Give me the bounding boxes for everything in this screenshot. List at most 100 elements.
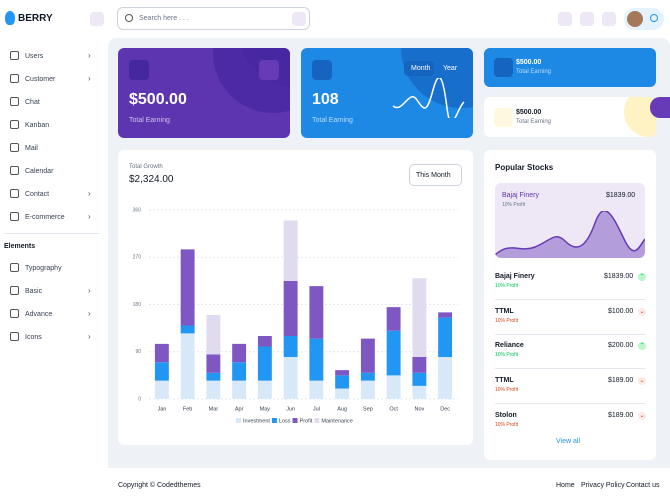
bar xyxy=(206,354,221,373)
stock-row: Stolon $189.00 ⌄ 10% Profit xyxy=(495,412,646,428)
bar xyxy=(386,330,401,376)
legend-label: Profit xyxy=(300,418,313,424)
legend-swatch xyxy=(236,418,241,423)
x-tick-label: Jun xyxy=(286,406,295,412)
period-select[interactable]: This Month xyxy=(409,164,462,186)
notification-button[interactable] xyxy=(602,12,616,26)
bar xyxy=(335,388,350,399)
nav-item[interactable]: Advance xyxy=(25,311,53,318)
settings-button[interactable] xyxy=(650,97,670,118)
nav-item[interactable]: Icons xyxy=(25,334,42,341)
stocks-title: Popular Stocks xyxy=(495,163,554,172)
chart-card: Total Growth $2,324.00 This Month 0 90 180… xyxy=(118,150,473,445)
legend-swatch xyxy=(314,418,320,423)
nav-item[interactable]: E-commerce xyxy=(25,214,65,221)
card-label: Total Earning xyxy=(129,117,170,124)
chart-subtitle: $2,324.00 xyxy=(129,174,174,185)
bar xyxy=(309,286,324,339)
y-tick-label: 270 xyxy=(133,255,142,261)
x-tick-label: Sep xyxy=(363,406,373,412)
stock-note: 10% Profit xyxy=(495,422,519,428)
bar xyxy=(232,343,247,363)
bar xyxy=(335,375,350,389)
legend-label: Loss xyxy=(279,418,291,424)
bar xyxy=(283,336,298,357)
legend-swatch xyxy=(292,418,298,423)
nav-section: Elements xyxy=(4,243,36,250)
menu-button[interactable] xyxy=(90,12,104,26)
search-placeholder: Search here . . . xyxy=(139,15,189,22)
x-tick-label: Aug xyxy=(337,406,347,412)
bar xyxy=(309,380,324,399)
stocks-card: Popular Stocks Bajaj Finery $1839.00 10%… xyxy=(484,150,656,460)
stock-value: $100.00 xyxy=(608,308,634,315)
stock-name: TTML xyxy=(495,308,514,315)
y-tick-label: 180 xyxy=(133,302,142,308)
bar xyxy=(412,372,427,386)
bar xyxy=(206,315,221,355)
nav-item[interactable]: Typography xyxy=(25,265,62,272)
nav-item[interactable]: Calendar xyxy=(25,168,54,175)
search-box[interactable]: Search here . . . xyxy=(117,7,310,30)
bar xyxy=(412,278,427,357)
footer-link[interactable]: Contact us xyxy=(626,482,660,489)
bar xyxy=(180,249,195,326)
x-tick-label: Dec xyxy=(440,406,450,412)
bar xyxy=(438,357,453,399)
toggle[interactable]: Month xyxy=(411,65,431,72)
nav-item[interactable]: Kanban xyxy=(25,122,50,129)
bar xyxy=(283,280,298,336)
small-card: $500.00 Total Earning xyxy=(484,48,656,87)
icon-button[interactable] xyxy=(580,12,594,26)
bar xyxy=(335,370,350,376)
nav-item[interactable]: Mail xyxy=(25,145,38,152)
footer-link[interactable]: Privacy Policy xyxy=(581,482,625,489)
bar xyxy=(154,380,169,399)
featured-stock: Bajaj Finery $1839.00 10% Profit xyxy=(495,183,645,258)
nav-item[interactable]: Chat xyxy=(25,99,40,106)
icon-button[interactable] xyxy=(558,12,572,26)
toggle[interactable]: Year xyxy=(443,65,458,72)
view-all-link[interactable]: View all xyxy=(556,438,580,445)
bar xyxy=(257,336,272,347)
order-card: Month Year 108 Total Earning xyxy=(301,48,473,138)
stock-note: 10% Profit xyxy=(495,318,519,324)
bar xyxy=(180,333,195,399)
bar xyxy=(232,380,247,399)
nav-item[interactable]: Basic xyxy=(25,288,43,295)
period-label: This Month xyxy=(416,172,451,179)
bar xyxy=(232,362,247,381)
card-label: Total Earning xyxy=(516,119,552,125)
card-label: Total Earning xyxy=(312,117,353,124)
brand: BERRY xyxy=(18,13,53,24)
bar xyxy=(386,375,401,399)
x-tick-label: Jul xyxy=(313,406,320,412)
bar xyxy=(180,325,195,334)
bar xyxy=(412,357,427,373)
nav-item[interactable]: Customer xyxy=(25,76,56,83)
card-value: $500.00 xyxy=(516,109,542,116)
bar xyxy=(257,380,272,399)
bar xyxy=(283,357,298,399)
bar xyxy=(206,372,221,381)
x-tick-label: Oct xyxy=(389,406,398,412)
bar xyxy=(438,312,453,318)
legend-label: Investment xyxy=(243,418,270,424)
legend-label: Maintenance xyxy=(321,418,353,424)
x-tick-label: Nov xyxy=(414,406,424,412)
stock-note: 10% Profit xyxy=(495,352,519,358)
profile-button[interactable] xyxy=(624,8,664,30)
bar xyxy=(257,346,272,381)
bar xyxy=(154,343,169,363)
x-tick-label: Mar xyxy=(209,406,219,412)
nav-item[interactable]: Contact xyxy=(25,191,50,198)
bar xyxy=(154,362,169,381)
bar xyxy=(206,380,221,399)
bar xyxy=(283,220,298,281)
chart-title: Total Growth xyxy=(129,164,163,170)
nav-item[interactable]: Users xyxy=(25,53,44,60)
x-tick-label: Jan xyxy=(157,406,166,412)
footer-link[interactable]: Home xyxy=(556,482,575,489)
stock-name: Bajaj Finery xyxy=(502,192,539,199)
